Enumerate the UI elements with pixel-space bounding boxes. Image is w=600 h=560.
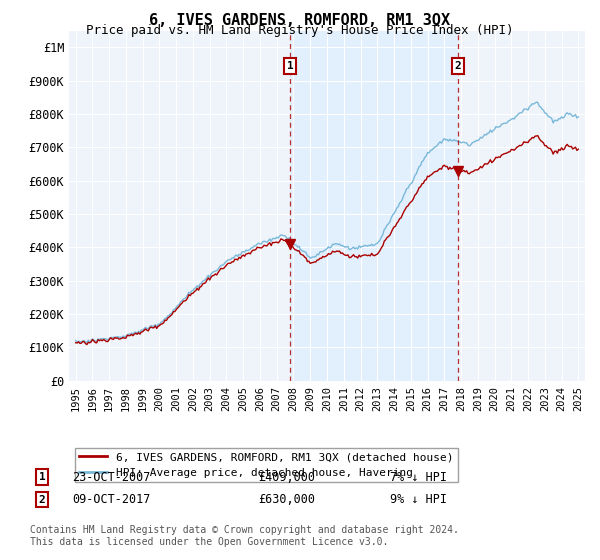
Text: 6, IVES GARDENS, ROMFORD, RM1 3QX: 6, IVES GARDENS, ROMFORD, RM1 3QX xyxy=(149,13,451,28)
Text: 09-OCT-2017: 09-OCT-2017 xyxy=(72,493,151,506)
Text: 1: 1 xyxy=(287,61,293,71)
Bar xyxy=(290,31,458,381)
Text: 9% ↓ HPI: 9% ↓ HPI xyxy=(390,493,447,506)
Text: 2: 2 xyxy=(38,494,46,505)
Legend: 6, IVES GARDENS, ROMFORD, RM1 3QX (detached house), HPI: Average price, detached: 6, IVES GARDENS, ROMFORD, RM1 3QX (detac… xyxy=(74,447,458,482)
Text: £630,000: £630,000 xyxy=(258,493,315,506)
Text: Price paid vs. HM Land Registry's House Price Index (HPI): Price paid vs. HM Land Registry's House … xyxy=(86,24,514,37)
Text: 2: 2 xyxy=(454,61,461,71)
Text: 23-OCT-2007: 23-OCT-2007 xyxy=(72,470,151,484)
Text: £409,000: £409,000 xyxy=(258,470,315,484)
Text: Contains HM Land Registry data © Crown copyright and database right 2024.
This d: Contains HM Land Registry data © Crown c… xyxy=(30,525,459,547)
Text: 7% ↓ HPI: 7% ↓ HPI xyxy=(390,470,447,484)
Text: 1: 1 xyxy=(38,472,46,482)
